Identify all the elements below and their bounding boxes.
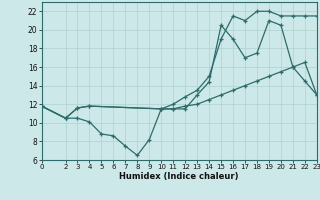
X-axis label: Humidex (Indice chaleur): Humidex (Indice chaleur) [119, 172, 239, 181]
